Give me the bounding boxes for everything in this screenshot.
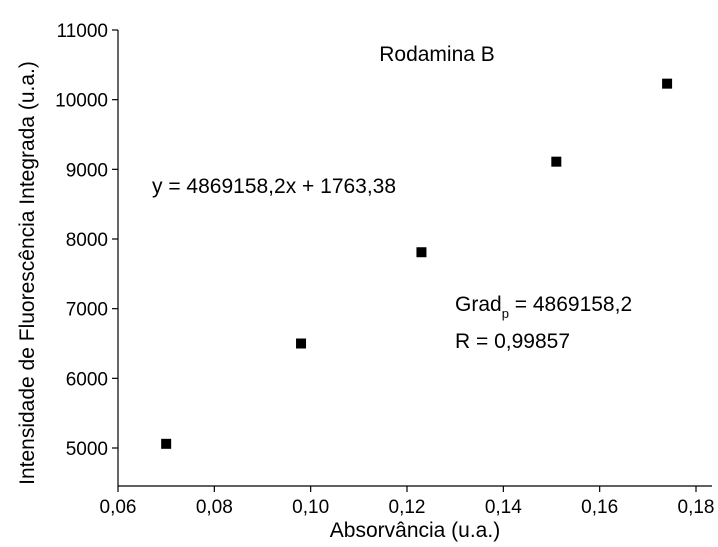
data-point <box>161 438 172 449</box>
y-tick-label: 7000 <box>66 300 108 321</box>
data-point <box>296 338 307 349</box>
x-axis-title: Absorvância (u.a.) <box>330 519 500 542</box>
grad-annotation: Gradp = 4869158,2 <box>455 293 632 321</box>
y-tick-label: 10000 <box>55 91 108 112</box>
x-tick-label: 0,16 <box>581 497 618 518</box>
x-tick-label: 0,10 <box>292 497 329 518</box>
data-markers <box>161 78 673 449</box>
y-tick-label: 6000 <box>66 369 108 390</box>
data-point <box>662 78 673 89</box>
grad-subscript: p <box>502 306 509 321</box>
y-tick-label: 8000 <box>66 230 108 251</box>
fit-equation: y = 4869158,2x + 1763,38 <box>152 175 396 198</box>
x-tick-label: 0,14 <box>485 497 522 518</box>
x-tick-label: 0,18 <box>678 497 715 518</box>
grad-value: = 4869158,2 <box>509 293 632 316</box>
data-point <box>551 156 562 167</box>
y-axis-title: Intensidade de Fluorescência Integrada (… <box>16 61 39 485</box>
grad-label: Grad <box>455 293 502 316</box>
y-tick-label: 5000 <box>66 439 108 460</box>
y-ticks: 5000 6000 7000 8000 9000 10000 11000 <box>55 21 118 460</box>
y-tick-label: 11000 <box>57 21 108 42</box>
x-tick-label: 0,06 <box>100 497 137 518</box>
r-annotation: R = 0,99857 <box>455 330 570 353</box>
data-point <box>416 247 427 258</box>
x-ticks: 0,06 0,08 0,10 0,12 0,14 0,16 0,18 <box>100 486 715 518</box>
y-tick-label: 9000 <box>66 160 108 181</box>
chart-title: Rodamina B <box>379 43 495 66</box>
axes <box>117 30 712 487</box>
x-tick-label: 0,08 <box>196 497 233 518</box>
x-tick-label: 0,12 <box>389 497 426 518</box>
